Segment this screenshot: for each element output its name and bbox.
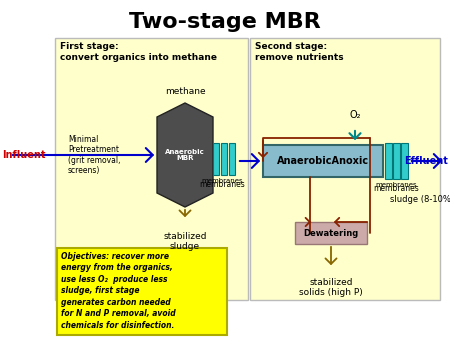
Text: Anaerobic
MBR: Anaerobic MBR — [165, 148, 205, 162]
Text: membranes: membranes — [373, 184, 419, 193]
Text: Objectives: recover more
energy from the organics,
use less O₂  produce less
slu: Objectives: recover more energy from the… — [61, 252, 176, 330]
Bar — [55, 38, 248, 300]
Bar — [221, 143, 227, 175]
Bar — [229, 143, 235, 175]
Text: stabilized
sludge: stabilized sludge — [163, 232, 207, 251]
Text: O₂: O₂ — [349, 110, 361, 120]
Bar — [385, 143, 392, 179]
Text: Effluent: Effluent — [404, 156, 448, 166]
Text: membranes: membranes — [199, 180, 245, 189]
Text: Second stage:
remove nutrients: Second stage: remove nutrients — [255, 42, 344, 62]
Text: membranes: membranes — [375, 182, 417, 188]
Bar — [213, 143, 219, 175]
Text: Dewatering: Dewatering — [303, 228, 359, 238]
Text: Minimal
Pretreatment
(grit removal,
screens): Minimal Pretreatment (grit removal, scre… — [68, 135, 121, 175]
Text: membranes: membranes — [201, 178, 243, 184]
Text: First stage:
convert organics into methane: First stage: convert organics into metha… — [60, 42, 217, 62]
Bar — [57, 248, 227, 335]
Text: Two-stage MBR: Two-stage MBR — [129, 12, 321, 32]
Text: sludge (8-10% P): sludge (8-10% P) — [390, 195, 450, 204]
Text: AnaerobicAnoxic: AnaerobicAnoxic — [277, 156, 369, 166]
Bar — [401, 143, 408, 179]
Text: Influent: Influent — [2, 150, 45, 160]
Polygon shape — [157, 103, 213, 207]
Bar — [250, 38, 440, 300]
Text: stabilized
solids (high P): stabilized solids (high P) — [299, 278, 363, 297]
Bar — [295, 222, 367, 244]
Bar — [263, 145, 383, 177]
Bar — [393, 143, 400, 179]
Text: methane: methane — [165, 87, 205, 96]
